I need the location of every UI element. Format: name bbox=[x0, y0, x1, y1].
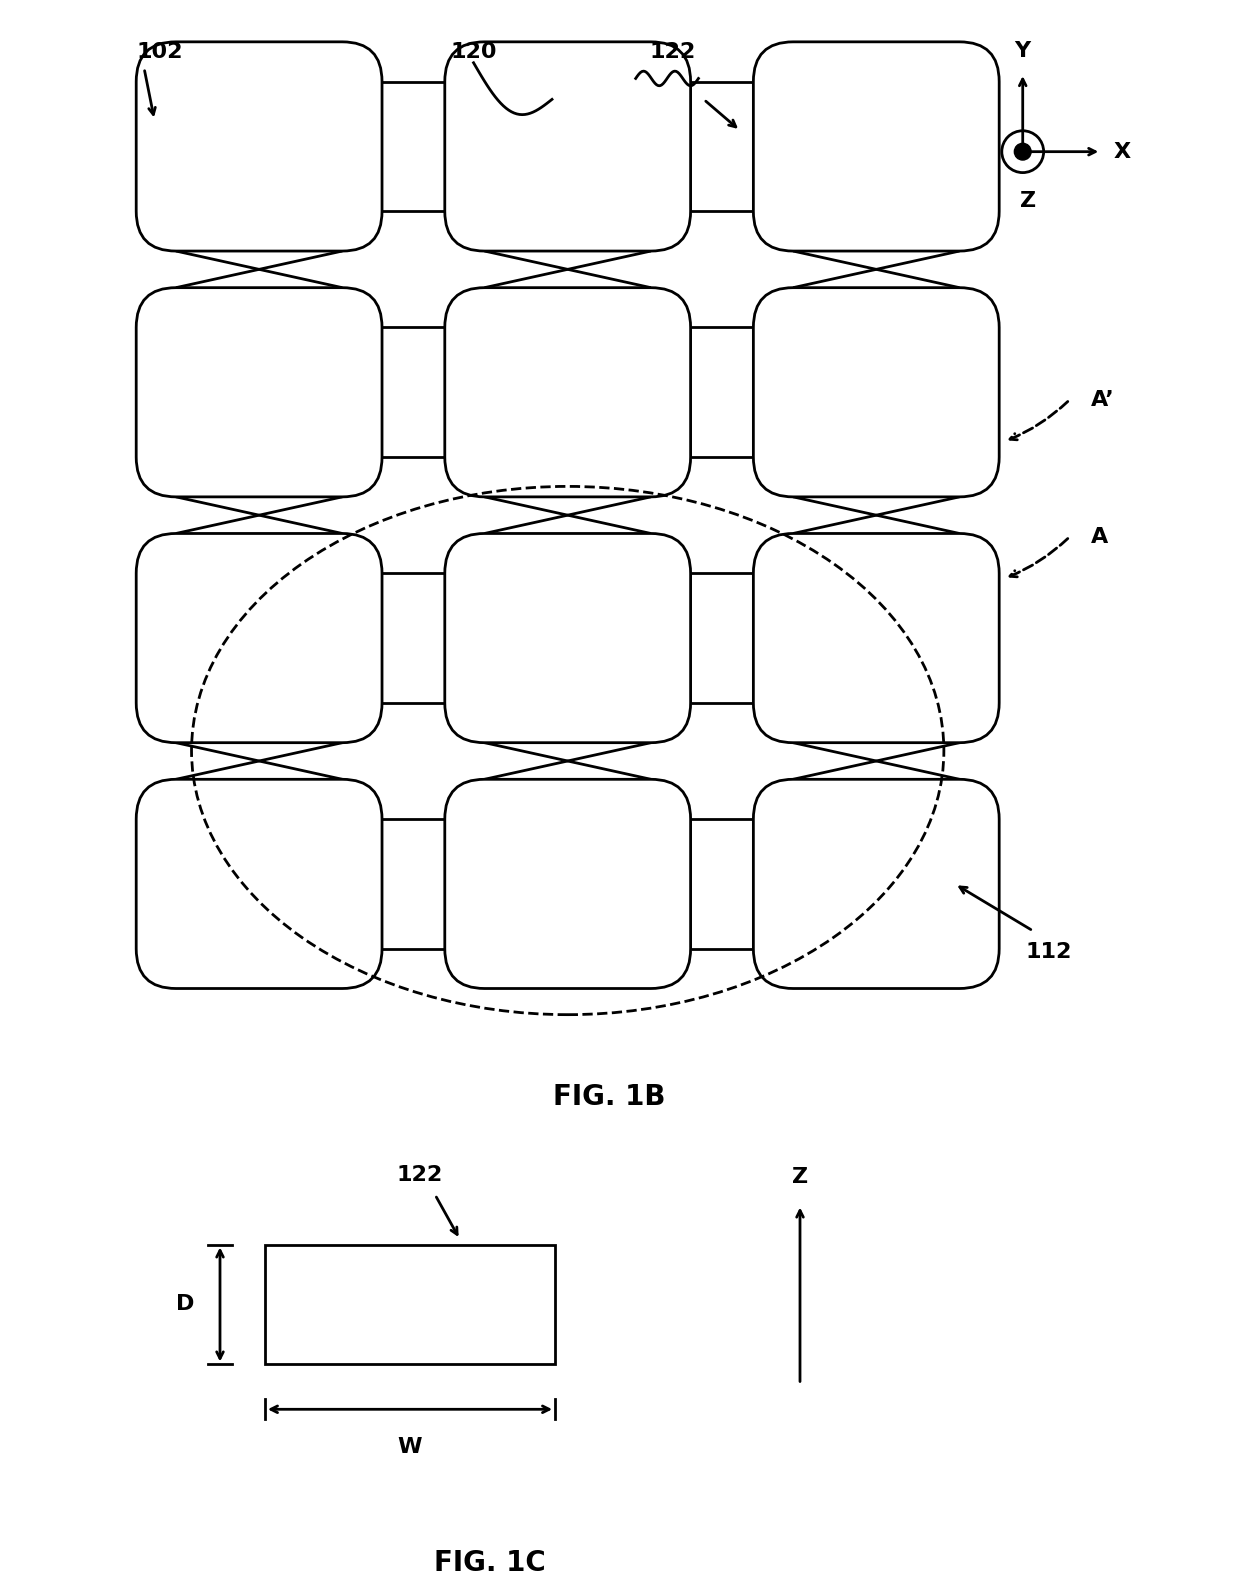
FancyBboxPatch shape bbox=[445, 41, 691, 250]
Text: Z: Z bbox=[792, 1167, 808, 1186]
Text: D: D bbox=[176, 1294, 195, 1315]
FancyBboxPatch shape bbox=[136, 41, 382, 250]
Text: 122: 122 bbox=[650, 43, 696, 62]
FancyBboxPatch shape bbox=[136, 534, 382, 743]
Text: 112: 112 bbox=[1025, 942, 1073, 961]
Text: 120: 120 bbox=[450, 43, 497, 62]
FancyBboxPatch shape bbox=[754, 288, 999, 497]
FancyBboxPatch shape bbox=[445, 534, 691, 743]
Bar bbox=[265, 1245, 556, 1364]
Text: W: W bbox=[398, 1437, 423, 1457]
Text: 102: 102 bbox=[136, 43, 184, 62]
Text: FIG. 1C: FIG. 1C bbox=[434, 1549, 546, 1578]
Text: Y: Y bbox=[1014, 41, 1030, 60]
FancyBboxPatch shape bbox=[754, 534, 999, 743]
FancyBboxPatch shape bbox=[136, 779, 382, 988]
Text: Z: Z bbox=[1019, 192, 1035, 211]
FancyBboxPatch shape bbox=[136, 288, 382, 497]
Text: FIG. 1B: FIG. 1B bbox=[553, 1082, 666, 1110]
Text: A: A bbox=[1091, 526, 1109, 546]
FancyBboxPatch shape bbox=[445, 779, 691, 988]
FancyBboxPatch shape bbox=[445, 288, 691, 497]
Text: 122: 122 bbox=[397, 1164, 443, 1185]
Circle shape bbox=[1014, 143, 1032, 160]
Text: X: X bbox=[1114, 141, 1131, 162]
FancyBboxPatch shape bbox=[754, 41, 999, 250]
FancyBboxPatch shape bbox=[754, 779, 999, 988]
Text: A’: A’ bbox=[1091, 390, 1115, 410]
